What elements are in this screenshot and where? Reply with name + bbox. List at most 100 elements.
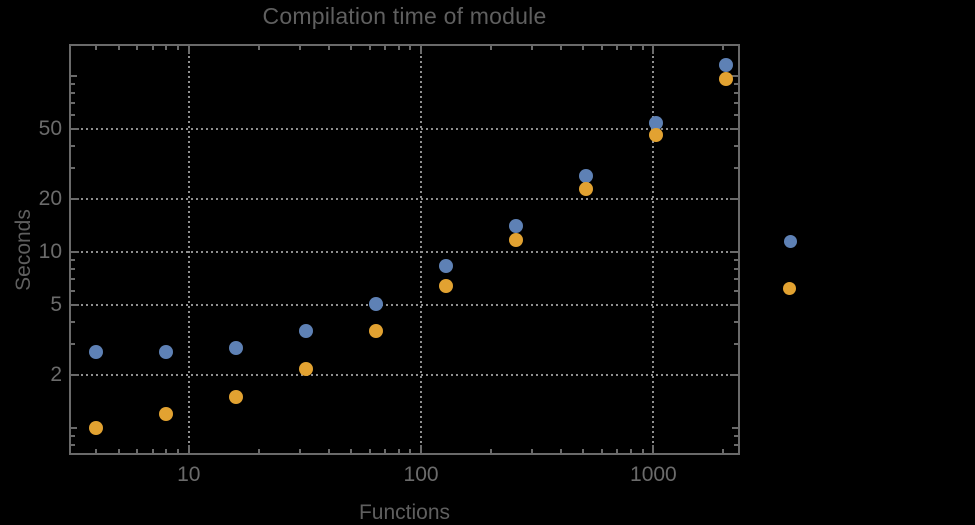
minor-tick-x-20-top [257, 46, 260, 50]
gridline-y-10 [71, 250, 738, 253]
y-tick-label-5: 5 [50, 292, 62, 316]
minor-tick-x-4-bottom [95, 449, 98, 453]
minor-tick-y-80-left [71, 92, 75, 95]
minor-tick-y-3-left [71, 342, 75, 345]
data-point-series-2-orange-x128 [438, 278, 453, 293]
minor-tick-y-4-left [71, 320, 75, 323]
data-point-series-2-orange-x4 [89, 420, 104, 435]
minor-tick-x-300-bottom [530, 449, 533, 453]
minor-tick-y-40-left [71, 144, 75, 147]
minor-tick-y-0.9-left [71, 434, 75, 437]
minor-tick-y-3-right [734, 342, 738, 345]
minor-tick-x-6-top [136, 46, 139, 50]
minor-tick-y-0.8-left [71, 443, 75, 446]
data-point-series-2-orange-x16 [229, 389, 244, 404]
minor-tick-x-600-top [600, 46, 603, 50]
minor-tick-y-9-right [734, 258, 738, 261]
minor-tick-x-2000-bottom [722, 449, 725, 453]
submajor-tick-y-100-left [71, 74, 77, 77]
minor-tick-y-7-left [71, 278, 75, 281]
minor-tick-y-8-right [734, 267, 738, 270]
x-axis-title: Functions [358, 501, 451, 524]
major-tick-y-10-left [71, 250, 79, 253]
minor-tick-y-30-left [71, 166, 75, 169]
data-point-series-1-blue-x2048 [718, 57, 733, 72]
minor-tick-y-80-right [734, 92, 738, 95]
minor-tick-x-50-top [350, 46, 353, 50]
major-tick-x-1000-bottom [652, 445, 655, 453]
major-tick-y-2-left [71, 373, 79, 376]
major-tick-x-100-bottom [420, 445, 423, 453]
minor-tick-y-60-right [734, 114, 738, 116]
data-point-series-1-blue-x4 [89, 344, 104, 359]
minor-tick-x-300-top [530, 46, 533, 50]
legend-marker-series-1-blue [783, 234, 797, 248]
minor-tick-y-60-left [71, 114, 75, 116]
minor-tick-x-30-bottom [298, 449, 301, 453]
data-point-series-2-orange-x64 [369, 323, 384, 338]
minor-tick-x-800-top [629, 46, 632, 50]
chart-title: Compilation time of module [262, 3, 547, 29]
x-tick-label-100: 100 [403, 463, 439, 486]
minor-tick-x-7-top [151, 46, 154, 50]
minor-tick-y-6-left [71, 289, 75, 292]
minor-tick-y-4-right [734, 320, 738, 323]
gridline-x-10 [187, 46, 190, 453]
minor-tick-x-4-top [95, 46, 98, 50]
minor-tick-y-90-right [734, 83, 738, 86]
data-point-series-1-blue-x512 [578, 168, 593, 183]
x-tick-label-10: 10 [177, 463, 201, 486]
data-point-series-1-blue-x128 [438, 259, 453, 274]
gridline-y-2 [71, 373, 738, 376]
minor-tick-x-700-top [616, 46, 619, 50]
y-tick-label-50: 50 [38, 116, 62, 140]
minor-tick-x-9-bottom [177, 449, 180, 453]
data-point-series-1-blue-x64 [369, 297, 384, 312]
minor-tick-y-9-left [71, 258, 75, 261]
y-tick-label-20: 20 [38, 186, 62, 210]
minor-tick-x-5-top [117, 46, 120, 50]
data-point-series-1-blue-x256 [508, 219, 523, 234]
major-tick-y-5-left [71, 303, 79, 306]
data-point-series-1-blue-x32 [299, 323, 314, 338]
minor-tick-y-8-left [71, 267, 75, 270]
major-tick-y-10-right [730, 250, 738, 253]
minor-tick-x-800-bottom [629, 449, 632, 453]
minor-tick-y-40-right [734, 144, 738, 147]
submajor-tick-y-100-right [732, 74, 738, 77]
minor-tick-x-50-bottom [350, 449, 353, 453]
major-tick-y-5-right [730, 303, 738, 306]
data-point-series-2-orange-x1024 [648, 128, 663, 143]
minor-tick-y-0.8-right [734, 443, 738, 446]
minor-tick-y-0.9-right [734, 434, 738, 437]
minor-tick-x-60-top [368, 46, 371, 50]
minor-tick-x-500-top [582, 46, 585, 50]
minor-tick-x-400-bottom [559, 449, 562, 453]
major-tick-x-1000-top [652, 46, 655, 54]
major-tick-y-2-right [730, 373, 738, 376]
minor-tick-x-7-bottom [151, 449, 154, 453]
minor-tick-y-90-left [71, 83, 75, 86]
minor-tick-y-70-left [71, 102, 75, 105]
data-point-series-2-orange-x512 [578, 182, 593, 197]
y-tick-label-10: 10 [38, 239, 62, 263]
minor-tick-x-600-bottom [600, 449, 603, 453]
minor-tick-x-30-top [298, 46, 301, 50]
gridline-x-100 [420, 46, 423, 453]
minor-tick-x-90-top [409, 46, 412, 50]
legend-marker-series-2-orange [782, 281, 796, 295]
minor-tick-x-40-top [327, 46, 330, 50]
data-point-series-1-blue-x8 [159, 344, 174, 359]
data-point-series-2-orange-x32 [299, 362, 314, 377]
major-tick-x-100-top [420, 46, 423, 54]
gridline-y-5 [71, 303, 738, 306]
plot-frame [69, 44, 740, 455]
minor-tick-x-90-bottom [409, 449, 412, 453]
minor-tick-y-7-right [734, 278, 738, 281]
minor-tick-x-200-bottom [490, 449, 492, 453]
minor-tick-x-8-bottom [165, 449, 168, 453]
minor-tick-x-40-bottom [327, 449, 330, 453]
gridline-y-50 [71, 127, 738, 130]
minor-tick-y-30-right [734, 166, 738, 169]
